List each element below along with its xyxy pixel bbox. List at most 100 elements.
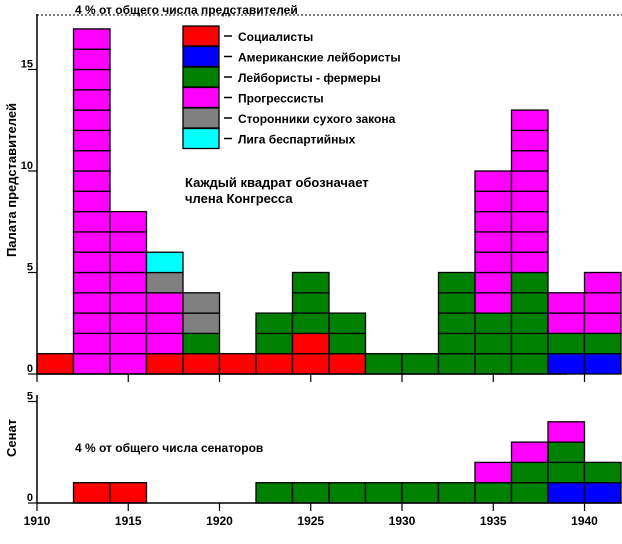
house-cell [474,170,513,192]
house-cell [474,332,513,355]
house-y-axis-label: Палата представителей [4,103,19,257]
house-cell [182,292,221,314]
legend-label: Американские лейбористы [238,51,401,65]
house-cell [583,312,622,335]
house-cell [437,312,476,335]
house-cell [291,292,330,314]
house-cell [218,353,257,375]
house-y-ticks: 0 5 10 15 [21,59,37,375]
house-cell [72,312,111,335]
house-cell [547,312,586,335]
house-cell [109,332,148,355]
house-cell [182,332,221,355]
house-cell [583,353,622,375]
x-ticks: 1910 1915 1920 1925 1930 1935 1940 [24,374,598,528]
house-cell [255,353,294,375]
house-cell [72,28,111,50]
house-cell [182,353,221,375]
senate-cell [547,482,586,504]
x-tick-label: 1915 [115,514,142,528]
house-cell [109,312,148,335]
house-cell [109,210,148,233]
house-cell [510,353,549,375]
house-cell [72,190,111,213]
senate-threshold-label: 4 % от общего числа сенаторов [75,441,263,455]
senate-cell [547,461,586,484]
house-cell [36,353,75,375]
senate-cell [547,421,586,443]
house-cell [510,251,549,274]
senate-cell [547,441,586,464]
house-cell [109,353,148,375]
senate-cell [510,482,549,504]
house-cell [437,271,476,294]
house-cell [72,89,111,111]
senate-cell [109,482,148,504]
house-cell [474,251,513,274]
house-cell [510,292,549,314]
house-cell [255,332,294,355]
house-cell [547,292,586,314]
house-cell [145,332,184,355]
house-y-tick-label: 5 [27,262,33,274]
house-cell [328,353,367,375]
house-cell [72,332,111,355]
x-tick-label: 1930 [389,514,416,528]
house-cell [583,271,622,294]
senate-cell [474,482,513,504]
senate-cells [72,421,622,504]
house-cell [109,292,148,314]
house-y-tick-label: 0 [27,363,33,375]
x-tick-label: 1935 [480,514,507,528]
x-tick-label: 1940 [571,514,598,528]
house-cell [474,292,513,314]
house-cell [109,251,148,274]
house-cell [72,129,111,152]
house-cell [145,271,184,294]
house-cell [182,312,221,335]
house-cell [72,150,111,172]
senate-cell [328,482,367,504]
house-cell [510,190,549,213]
house-cell [510,129,549,152]
house-cell [72,170,111,192]
house-cell [510,170,549,192]
legend-swatch [182,127,220,150]
senate-cell [474,461,513,484]
house-cell [437,292,476,314]
legend-label: Социалисты [238,30,313,44]
x-tick-label: 1910 [24,514,51,528]
house-cell [364,353,403,375]
house-cell [72,251,111,274]
house-cell [510,109,549,132]
house-cell [72,109,111,132]
house-cell [583,332,622,355]
senate-cell [510,461,549,484]
house-cell [72,210,111,233]
house-cell [510,210,549,233]
senate-cell [583,461,622,484]
house-threshold-label: 4 % от общего числа представителей [75,3,298,17]
house-cell [291,353,330,375]
legend-swatch [182,66,220,88]
x-tick-label: 1925 [297,514,324,528]
legend-swatch [182,45,220,68]
house-cell [145,292,184,314]
house-cell [72,353,111,375]
legend-label: Лига беспартийных [238,133,356,147]
senate-cell [510,441,549,464]
house-cell [72,292,111,314]
house-cell [72,271,111,294]
house-cell [547,332,586,355]
annotation-line-2: члена Конгресса [185,191,293,206]
house-y-tick-label: 15 [21,59,33,71]
legend-label: Лейбористы - фермеры [238,71,381,85]
annotation-line-1: Каждый квадрат обозначает [185,175,369,190]
house-cell [510,332,549,355]
house-cell [109,231,148,253]
house-cell [145,251,184,274]
house-cell [474,210,513,233]
house-cell [291,332,330,355]
house-cell [583,292,622,314]
